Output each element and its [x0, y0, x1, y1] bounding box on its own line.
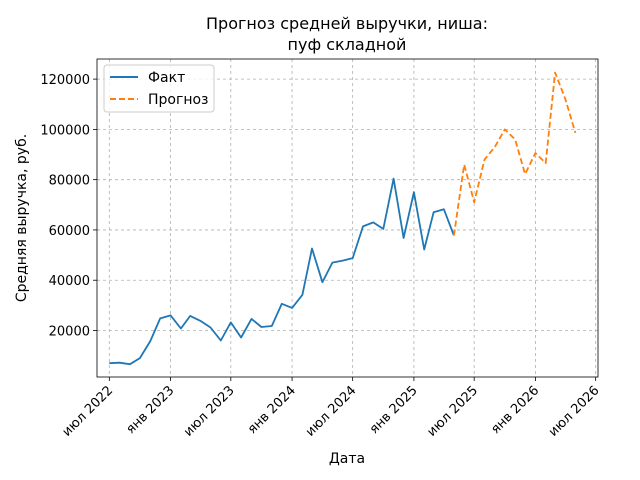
y-tick-label: 120000 — [40, 73, 90, 88]
plot-frame — [96, 58, 599, 378]
legend-label-forecast: Прогноз — [148, 92, 209, 108]
legend: Факт Прогноз — [103, 64, 215, 113]
y-axis: 20000 40000 60000 80000 100000 120000 — [40, 73, 97, 339]
y-tick-label: 80000 — [49, 174, 90, 189]
x-axis-label: Дата — [329, 451, 365, 467]
y-tick-label: 20000 — [49, 324, 90, 339]
y-tick-label: 60000 — [49, 224, 90, 239]
y-tick-label: 100000 — [40, 123, 90, 138]
series-line-forecast — [453, 71, 577, 236]
chart-title-line-1: Прогноз средней выручки, ниша: — [206, 14, 488, 33]
y-tick-label: 40000 — [49, 274, 90, 289]
series-layer — [109, 71, 577, 366]
chart-title-line-2: пуф складной — [288, 35, 407, 54]
y-axis-label: Средняя выручка, руб. — [14, 134, 30, 302]
legend-label-fact: Факт — [148, 70, 185, 86]
series-line-fact — [109, 177, 455, 366]
